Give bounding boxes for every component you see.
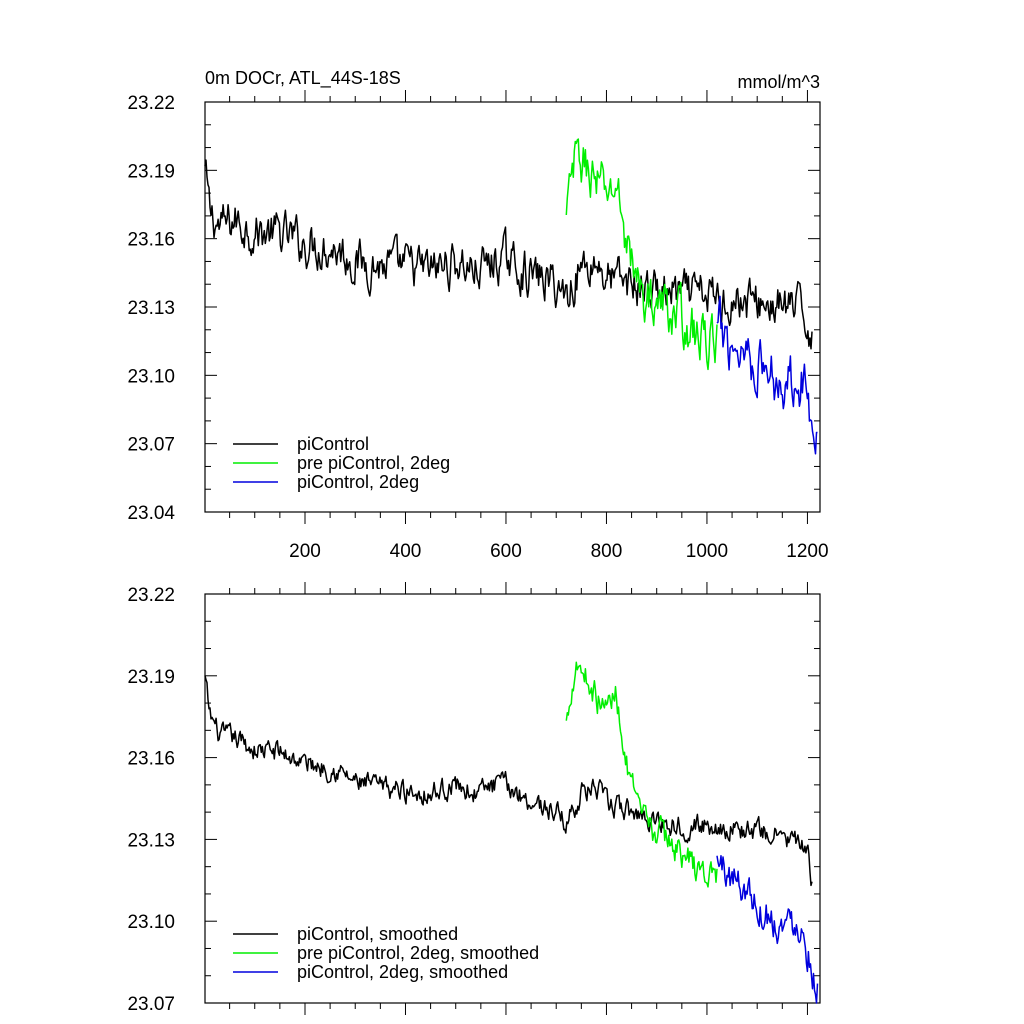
series-line xyxy=(716,855,819,1004)
series-line xyxy=(565,661,718,888)
y-tick-label: 23.16 xyxy=(127,230,175,251)
x-tick-label: 1000 xyxy=(686,541,728,562)
units-label: mmol/m^3 xyxy=(738,72,820,92)
legend-label: pre piControl, 2deg, smoothed xyxy=(297,943,539,963)
y-tick-label: 23.10 xyxy=(127,366,175,387)
y-tick-label: 23.04 xyxy=(127,503,175,524)
series-line xyxy=(716,295,818,455)
legend-label: piControl, 2deg xyxy=(297,472,419,492)
y-tick-label: 23.16 xyxy=(127,749,175,770)
x-tick-label: 800 xyxy=(591,541,623,562)
x-tick-label: 400 xyxy=(390,541,422,562)
y-tick-label: 23.10 xyxy=(127,912,175,933)
legend-label: pre piControl, 2deg xyxy=(297,453,450,473)
series-line xyxy=(204,159,813,350)
legend-label: piControl, 2deg, smoothed xyxy=(297,962,508,982)
y-tick-label: 23.22 xyxy=(127,93,175,114)
y-tick-label: 23.07 xyxy=(127,994,175,1015)
series-line xyxy=(204,675,813,887)
top-panel: 23.04 23.07 23.10 23.13 23.16 23.19 23.22 200 40… xyxy=(127,90,829,562)
x-tick-label: 200 xyxy=(289,541,321,562)
y-tick-label: 23.19 xyxy=(127,161,175,182)
x-tick-label: 600 xyxy=(490,541,522,562)
plot-frame xyxy=(204,593,821,1004)
x-tick-label: 1200 xyxy=(786,541,828,562)
legend-label: piControl xyxy=(297,434,369,454)
y-tick-label: 23.13 xyxy=(127,298,175,319)
series-line xyxy=(565,138,718,371)
y-tick-label: 23.13 xyxy=(127,830,175,851)
y-tick-label: 23.22 xyxy=(127,585,175,606)
y-tick-label: 23.19 xyxy=(127,667,175,688)
bottom-panel: 23.07 23.10 23.13 23.16 23.19 23.22 piControl,… xyxy=(127,582,821,1015)
y-tick-label: 23.07 xyxy=(127,435,175,456)
plot-title: 0m DOCr, ATL_44S-18S xyxy=(205,68,401,89)
legend-label: piControl, smoothed xyxy=(297,924,458,944)
